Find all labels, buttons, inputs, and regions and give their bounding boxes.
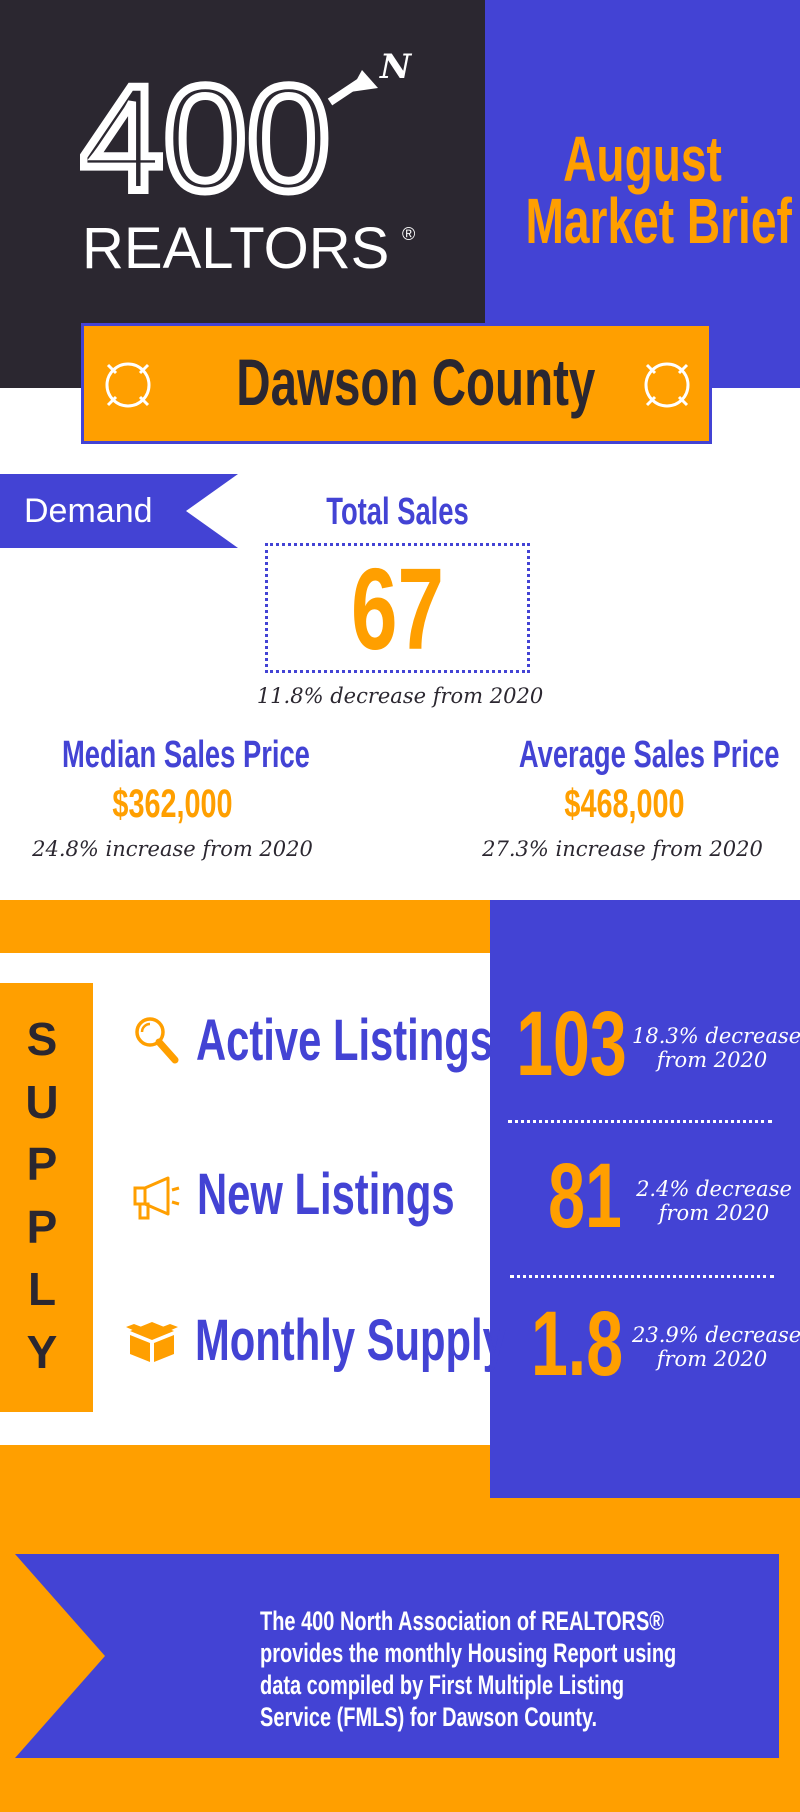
demand-label: Demand	[24, 492, 153, 530]
total-sales-value: 67	[351, 544, 444, 674]
monthly-supply-change-line1: 23.9% decrease	[632, 1323, 800, 1347]
demand-ribbon	[0, 474, 238, 548]
supply-divider-2	[510, 1275, 774, 1278]
circle-arrows-icon-right	[644, 362, 690, 408]
new-listings-change-line1: 2.4% decrease	[636, 1177, 792, 1201]
county-banner: Dawson County	[81, 323, 712, 444]
county-name: Dawson County	[236, 345, 596, 419]
supply-vertical-tab	[0, 983, 93, 1412]
monthly-supply-label: Monthly Supply	[195, 1308, 506, 1373]
supply-vertical-label: SUPPLY	[25, 1013, 59, 1378]
brief-title-line2: Market Brief	[525, 185, 792, 257]
active-listings-change-line2: from 2020	[656, 1048, 768, 1072]
brief-title-line1: August	[563, 123, 722, 195]
footer-text: The 400 North Association of REALTORS® p…	[260, 1606, 677, 1732]
median-price-value: $362,000	[112, 782, 233, 826]
circle-arrows-icon-left	[105, 362, 151, 408]
active-listings-label: Active Listings	[196, 1008, 494, 1073]
new-listings-change-line2: from 2020	[658, 1201, 770, 1225]
magnifier-icon	[135, 1017, 179, 1064]
median-price-change: 24.8% increase from 2020	[32, 837, 313, 861]
median-price-label: Median Sales Price	[61, 734, 310, 776]
new-listings-value: 81	[548, 1145, 622, 1247]
average-price-label: Average Sales Price	[518, 734, 780, 776]
new-listings-label: New Listings	[197, 1162, 455, 1227]
active-listings-value: 103	[516, 993, 627, 1095]
supply-divider-1	[508, 1120, 772, 1123]
supply-blue-panel	[490, 900, 800, 1498]
realtors-logo: 400 N REALTORS ®	[76, 40, 460, 281]
logo-n: N	[379, 47, 413, 87]
total-sales-box	[265, 543, 530, 673]
logo-reg: ®	[402, 224, 415, 244]
logo-word: REALTORS	[82, 216, 389, 280]
footer-ribbon	[15, 1554, 779, 1758]
monthly-supply-change-line2: from 2020	[656, 1347, 768, 1371]
megaphone-icon	[133, 1176, 180, 1220]
average-price-change: 27.3% increase from 2020	[482, 837, 763, 861]
box-icon	[126, 1322, 178, 1362]
logo-arrowhead	[350, 70, 378, 92]
monthly-supply-value: 1.8	[530, 1293, 624, 1395]
logo-graphic: 400 N REALTORS ®	[76, 47, 415, 281]
total-sales-change: 11.8% decrease from 2020	[256, 684, 544, 708]
active-listings-change-line1: 18.3% decrease	[632, 1024, 800, 1048]
logo-number: 400	[80, 54, 330, 222]
average-price-value: $468,000	[564, 782, 685, 826]
total-sales-label: Total Sales	[326, 491, 469, 533]
